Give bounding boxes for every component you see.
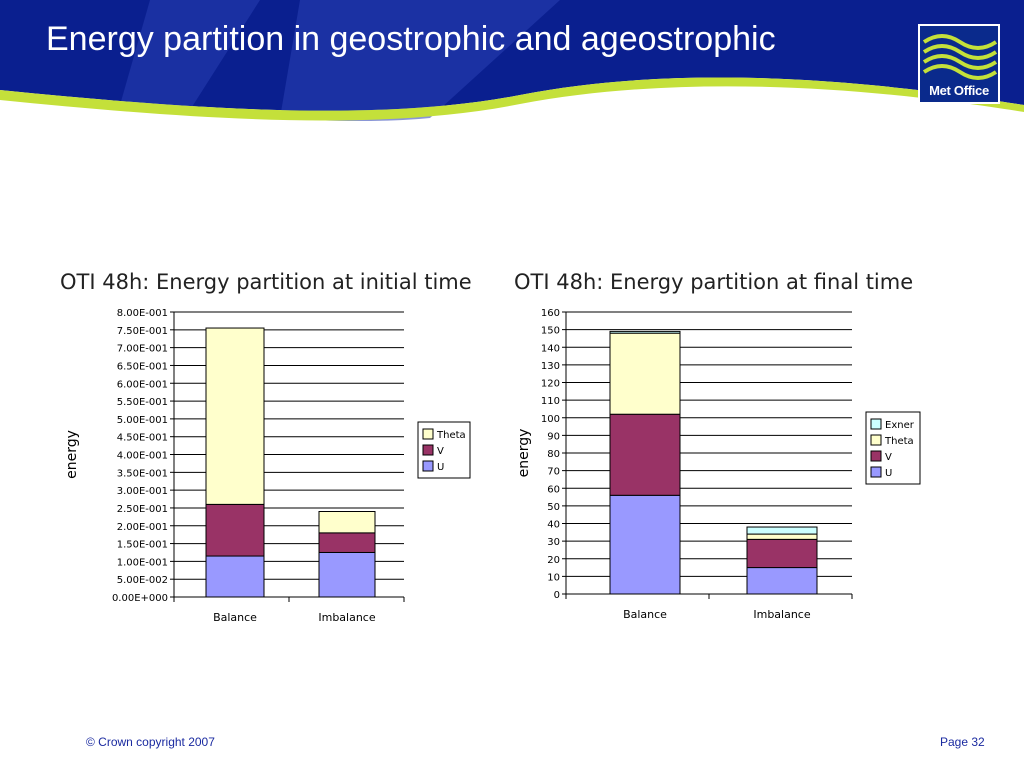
footer-copyright: © Crown copyright 2007 [86, 735, 215, 749]
y-tick-label: 90 [547, 431, 560, 442]
legend-label-exner: Exner [885, 420, 915, 431]
y-tick-label: 5.00E-002 [117, 575, 168, 586]
legend-swatch-exner [870, 418, 882, 430]
bar-theta-imbalance [318, 511, 376, 534]
y-tick-label: 0 [554, 590, 560, 601]
y-tick-label: 140 [541, 343, 560, 354]
bar-theta-balance [205, 327, 265, 505]
y-tick-label: 120 [541, 379, 560, 390]
y-tick-label: 10 [547, 572, 560, 583]
y-tick-label: 0.00E+000 [112, 593, 168, 604]
bar-theta-imbalance [746, 533, 818, 540]
met-office-logo: Met Office [918, 24, 1000, 104]
slide-title: Energy partition in geostrophic and ageo… [46, 20, 776, 58]
chart-initial-svg: 0.00E+000 5.00E-002 1.00E-001 1.50E-001 2.00… [64, 308, 471, 624]
y-tick-label: 160 [541, 308, 560, 319]
x-tick-label: Balance [213, 611, 257, 624]
y-axis-label: energy [516, 429, 532, 478]
y-tick-label: 7.50E-001 [117, 326, 168, 337]
x-tick-label: Imbalance [318, 611, 375, 624]
bar-v-imbalance [318, 532, 376, 553]
logo-label: Met Office [929, 83, 989, 98]
chart-title: OTI 48h: Energy partition at final time [514, 270, 914, 294]
bar-u-imbalance [746, 567, 818, 595]
legend-label-u: U [885, 468, 892, 479]
y-tick-label: 7.00E-001 [117, 344, 168, 355]
chart-initial-time: OTI 48h: Energy partition at initial tim… [56, 262, 526, 642]
y-tick-label: 40 [547, 520, 560, 531]
bar-v-balance [205, 503, 265, 557]
x-tick-label: Balance [623, 608, 667, 621]
legend-label-theta: Theta [884, 436, 914, 447]
bar-v-imbalance [746, 538, 818, 569]
legend-label-v: V [437, 446, 444, 457]
y-tick-label: 6.50E-001 [117, 361, 168, 372]
y-tick-label: 150 [541, 326, 560, 337]
y-tick-label: 30 [547, 537, 560, 548]
chart-final-time: OTI 48h: Energy partition at final time … [510, 262, 980, 642]
y-tick-label: 3.00E-001 [117, 486, 168, 497]
legend-label-theta: Theta [436, 430, 466, 441]
legend-swatch-v [422, 444, 434, 456]
y-tick-label: 1.00E-001 [117, 557, 168, 568]
y-tick-label: 110 [541, 396, 560, 407]
y-tick-label: 1.50E-001 [117, 540, 168, 551]
legend-label-u: U [437, 462, 444, 473]
header-swoosh [0, 0, 1024, 121]
y-tick-label: 2.00E-001 [117, 522, 168, 533]
y-tick-label: 3.50E-001 [117, 468, 168, 479]
bar-u-imbalance [318, 551, 376, 598]
y-tick-label: 6.00E-001 [117, 379, 168, 390]
chart-final-svg: 0 10 20 30 40 50 60 70 80 90 100 110 120 130 140 150 160… [516, 308, 921, 621]
bar-theta-balance [609, 332, 681, 415]
y-tick-label: 60 [547, 484, 560, 495]
legend-swatch-theta [870, 434, 882, 446]
y-tick-label: 80 [547, 449, 560, 460]
footer-page-number: Page 32 [940, 735, 985, 749]
legend-label-v: V [885, 452, 892, 463]
y-tick-label: 100 [541, 414, 560, 425]
legend-swatch-u [870, 466, 882, 478]
bar-v-balance [609, 413, 681, 496]
y-tick-label: 130 [541, 361, 560, 372]
header-banner: Energy partition in geostrophic and ageo… [0, 0, 1024, 130]
y-tick-label: 4.00E-001 [117, 451, 168, 462]
y-tick-label: 5.50E-001 [117, 397, 168, 408]
y-tick-label: 2.50E-001 [117, 504, 168, 515]
y-tick-label: 70 [547, 467, 560, 478]
y-tick-label: 8.00E-001 [117, 308, 168, 319]
y-tick-label: 50 [547, 502, 560, 513]
bar-exner-imbalance [746, 526, 818, 535]
bar-u-balance [609, 494, 681, 595]
y-tick-label: 5.00E-001 [117, 415, 168, 426]
chart-title: OTI 48h: Energy partition at initial tim… [60, 270, 472, 294]
legend-swatch-theta [422, 428, 434, 440]
bar-exner-balance [609, 330, 681, 334]
wave-icon [922, 34, 998, 80]
y-tick-label: 4.50E-001 [117, 433, 168, 444]
legend-swatch-v [870, 450, 882, 462]
y-axis-label: energy [64, 430, 80, 479]
y-tick-label: 20 [547, 555, 560, 566]
legend-swatch-u [422, 460, 434, 472]
x-tick-label: Imbalance [753, 608, 810, 621]
bar-u-balance [205, 555, 265, 598]
